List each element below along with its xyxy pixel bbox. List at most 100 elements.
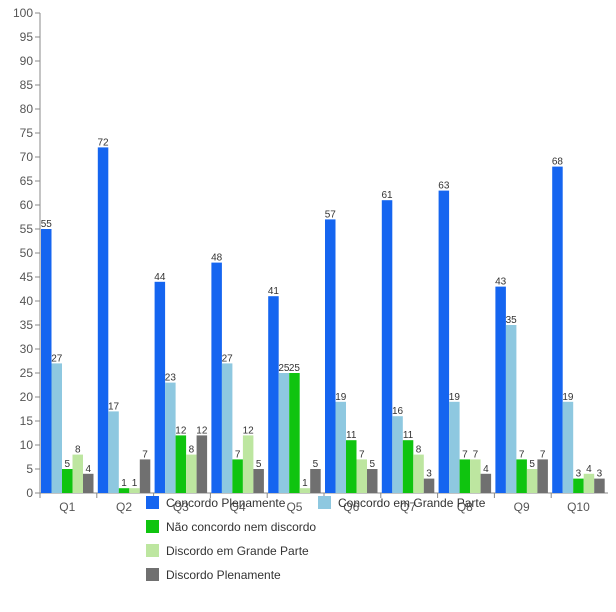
bar[interactable] xyxy=(129,488,140,493)
bar[interactable] xyxy=(516,459,527,493)
y-tick-label: 45 xyxy=(20,270,34,284)
y-tick-label: 20 xyxy=(20,390,34,404)
bar[interactable] xyxy=(573,478,584,493)
bar-value-label: 7 xyxy=(235,449,241,460)
bar-value-label: 7 xyxy=(540,449,546,460)
bar-value-label: 7 xyxy=(519,449,525,460)
bar[interactable] xyxy=(402,440,414,493)
bar-value-label: 61 xyxy=(381,190,393,201)
bar[interactable] xyxy=(449,401,460,493)
bar-value-label: 8 xyxy=(75,445,81,456)
x-tick-label: Q5 xyxy=(286,500,302,514)
bar[interactable] xyxy=(186,454,197,493)
bar[interactable] xyxy=(356,459,368,493)
bar-value-label: 7 xyxy=(462,449,468,460)
y-tick-label: 5 xyxy=(26,462,33,476)
bar[interactable] xyxy=(583,473,595,493)
bar[interactable] xyxy=(51,363,63,493)
bar-value-label: 4 xyxy=(85,464,91,475)
bar[interactable] xyxy=(495,286,506,493)
bar[interactable] xyxy=(118,488,130,493)
bar-value-label: 72 xyxy=(97,137,109,148)
bar[interactable] xyxy=(392,416,403,493)
y-tick-label: 85 xyxy=(20,78,34,92)
bar[interactable] xyxy=(299,488,311,493)
bar[interactable] xyxy=(211,262,222,493)
bar-value-label: 3 xyxy=(597,469,603,480)
bar-value-label: 68 xyxy=(552,157,564,168)
bar-value-label: 7 xyxy=(359,449,365,460)
bar[interactable] xyxy=(232,459,243,493)
bar-value-label: 19 xyxy=(335,392,347,403)
y-tick-label: 95 xyxy=(20,30,34,44)
y-tick-label: 75 xyxy=(20,126,34,140)
y-tick-label: 80 xyxy=(20,102,34,116)
bar[interactable] xyxy=(346,440,357,493)
bar[interactable] xyxy=(335,401,347,493)
bar[interactable] xyxy=(108,411,119,493)
bar[interactable] xyxy=(175,435,187,493)
bar[interactable] xyxy=(413,454,424,493)
y-tick-label: 15 xyxy=(20,414,34,428)
legend-swatch xyxy=(318,496,331,509)
bar[interactable] xyxy=(154,281,166,493)
bar[interactable] xyxy=(537,459,548,493)
bar[interactable] xyxy=(325,219,336,493)
bar-value-label: 3 xyxy=(426,469,432,480)
bar[interactable] xyxy=(41,229,52,493)
x-tick-label: Q7 xyxy=(400,500,416,514)
legend-label: Concordo em Grande Parte xyxy=(338,496,486,510)
y-tick-label: 70 xyxy=(20,150,34,164)
bar[interactable] xyxy=(165,382,176,493)
bar-value-label: 19 xyxy=(449,392,461,403)
bar-value-label: 17 xyxy=(108,401,120,412)
bar[interactable] xyxy=(594,478,605,493)
bar[interactable] xyxy=(480,473,492,493)
bar[interactable] xyxy=(62,469,73,493)
bar[interactable] xyxy=(381,200,393,493)
bar-value-label: 11 xyxy=(346,430,357,441)
bar[interactable] xyxy=(139,459,151,493)
bar[interactable] xyxy=(242,435,254,493)
bar[interactable] xyxy=(562,401,574,493)
bar[interactable] xyxy=(221,363,233,493)
bar-value-label: 41 xyxy=(268,286,280,297)
bar-value-label: 27 xyxy=(51,353,63,364)
y-tick-label: 10 xyxy=(20,438,34,452)
bar[interactable] xyxy=(438,190,450,493)
bar[interactable] xyxy=(253,469,264,493)
bar[interactable] xyxy=(459,459,471,493)
y-tick-label: 0 xyxy=(26,486,33,500)
bar[interactable] xyxy=(367,469,378,493)
bar[interactable] xyxy=(97,147,109,493)
bar-value-label: 7 xyxy=(473,449,479,460)
bar-value-label: 5 xyxy=(64,459,70,470)
bar[interactable] xyxy=(72,454,84,493)
legend-swatch xyxy=(146,544,159,557)
bar-value-label: 63 xyxy=(438,181,450,192)
legend-label: Discordo Plenamente xyxy=(166,568,281,582)
bar-value-label: 19 xyxy=(562,392,574,403)
bar-value-label: 55 xyxy=(41,219,53,230)
bar-value-label: 11 xyxy=(403,430,414,441)
bar[interactable] xyxy=(278,373,290,493)
bar[interactable] xyxy=(310,469,321,493)
bar[interactable] xyxy=(552,166,563,493)
legend-label: Discordo em Grande Parte xyxy=(166,544,309,558)
bar[interactable] xyxy=(83,473,94,493)
y-tick-label: 60 xyxy=(20,198,34,212)
x-tick-label: Q2 xyxy=(116,500,132,514)
bar-value-label: 4 xyxy=(483,464,489,475)
legend-label: Não concordo nem discordo xyxy=(166,520,316,534)
bar[interactable] xyxy=(423,478,435,493)
bar[interactable] xyxy=(196,435,208,493)
y-tick-label: 35 xyxy=(20,318,34,332)
bar[interactable] xyxy=(505,325,517,493)
bar-value-label: 5 xyxy=(529,459,535,470)
bar[interactable] xyxy=(289,373,300,493)
bar-value-label: 25 xyxy=(278,363,290,374)
bar[interactable] xyxy=(526,469,538,493)
bar[interactable] xyxy=(470,459,481,493)
bar[interactable] xyxy=(268,296,279,493)
bar-value-label: 5 xyxy=(313,459,319,470)
